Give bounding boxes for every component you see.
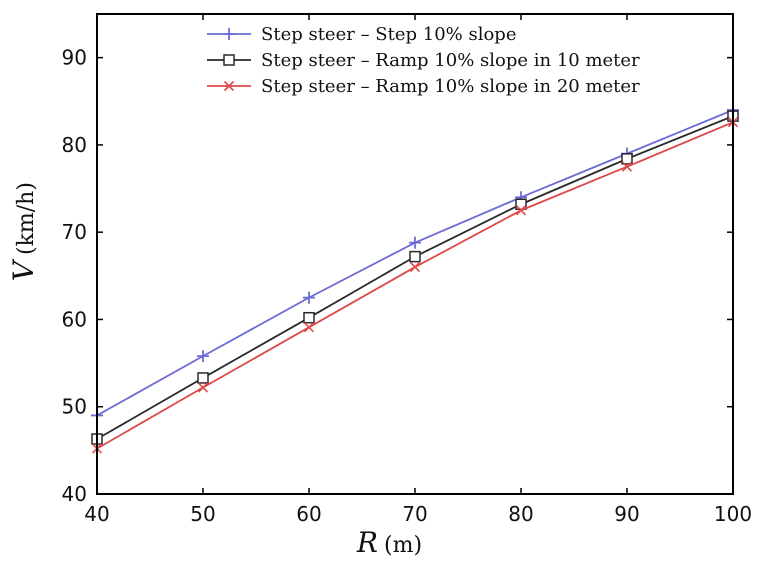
plot-area [91, 104, 739, 454]
x-tick-label: 70 [402, 502, 427, 526]
y-axis-title-unit: (km/h) [14, 182, 39, 255]
data-point-series-2 [621, 153, 633, 165]
series-line-2 [96, 115, 734, 440]
data-point-series-1 [409, 236, 421, 249]
data-point-series-1 [197, 350, 209, 363]
y-tick-label: 60 [62, 307, 87, 331]
legend-marker-1 [223, 28, 235, 40]
x-tick-label: 80 [508, 502, 533, 526]
data-point-series-2 [303, 311, 315, 324]
legend-label-1: Step steer – Step 10% slope [261, 24, 516, 45]
data-point-series-2 [409, 250, 421, 263]
legend-label-2: Step steer – Ramp 10% slope in 10 meter [261, 50, 640, 71]
data-point-series-3 [515, 205, 527, 216]
x-tick-label: 100 [714, 502, 752, 526]
series-line-1 [96, 109, 734, 417]
x-tick-label: 40 [84, 502, 109, 526]
x-tick-label: 50 [190, 502, 215, 526]
legend: Step steer – Step 10% slope Step steer – … [207, 24, 640, 97]
y-tick-label: 80 [62, 133, 87, 157]
y-axis-title-var: V [7, 258, 40, 281]
x-tick-label: 60 [296, 502, 321, 526]
y-tick-label: 70 [62, 220, 87, 244]
y-tick-label: 50 [62, 395, 87, 419]
axes: 40 50 60 70 80 90 100 40 50 60 70 80 90 [62, 13, 752, 526]
data-point-series-2 [197, 372, 209, 384]
data-point-series-1 [303, 291, 315, 304]
data-point-series-3 [409, 262, 421, 273]
data-point-series-3 [197, 382, 209, 393]
data-point-series-3 [621, 161, 633, 172]
legend-marker-2 [223, 54, 235, 66]
y-tick-label: 40 [62, 482, 87, 506]
y-tick-label: 90 [62, 46, 87, 70]
series-line-3 [96, 121, 734, 450]
data-point-series-3 [303, 322, 315, 333]
legend-marker-3 [223, 80, 235, 92]
x-axis-title-var: R [356, 526, 378, 559]
x-tick-label: 90 [614, 502, 639, 526]
legend-label-3: Step steer – Ramp 10% slope in 20 meter [261, 76, 640, 97]
x-axis-title-unit: (m) [384, 533, 422, 558]
